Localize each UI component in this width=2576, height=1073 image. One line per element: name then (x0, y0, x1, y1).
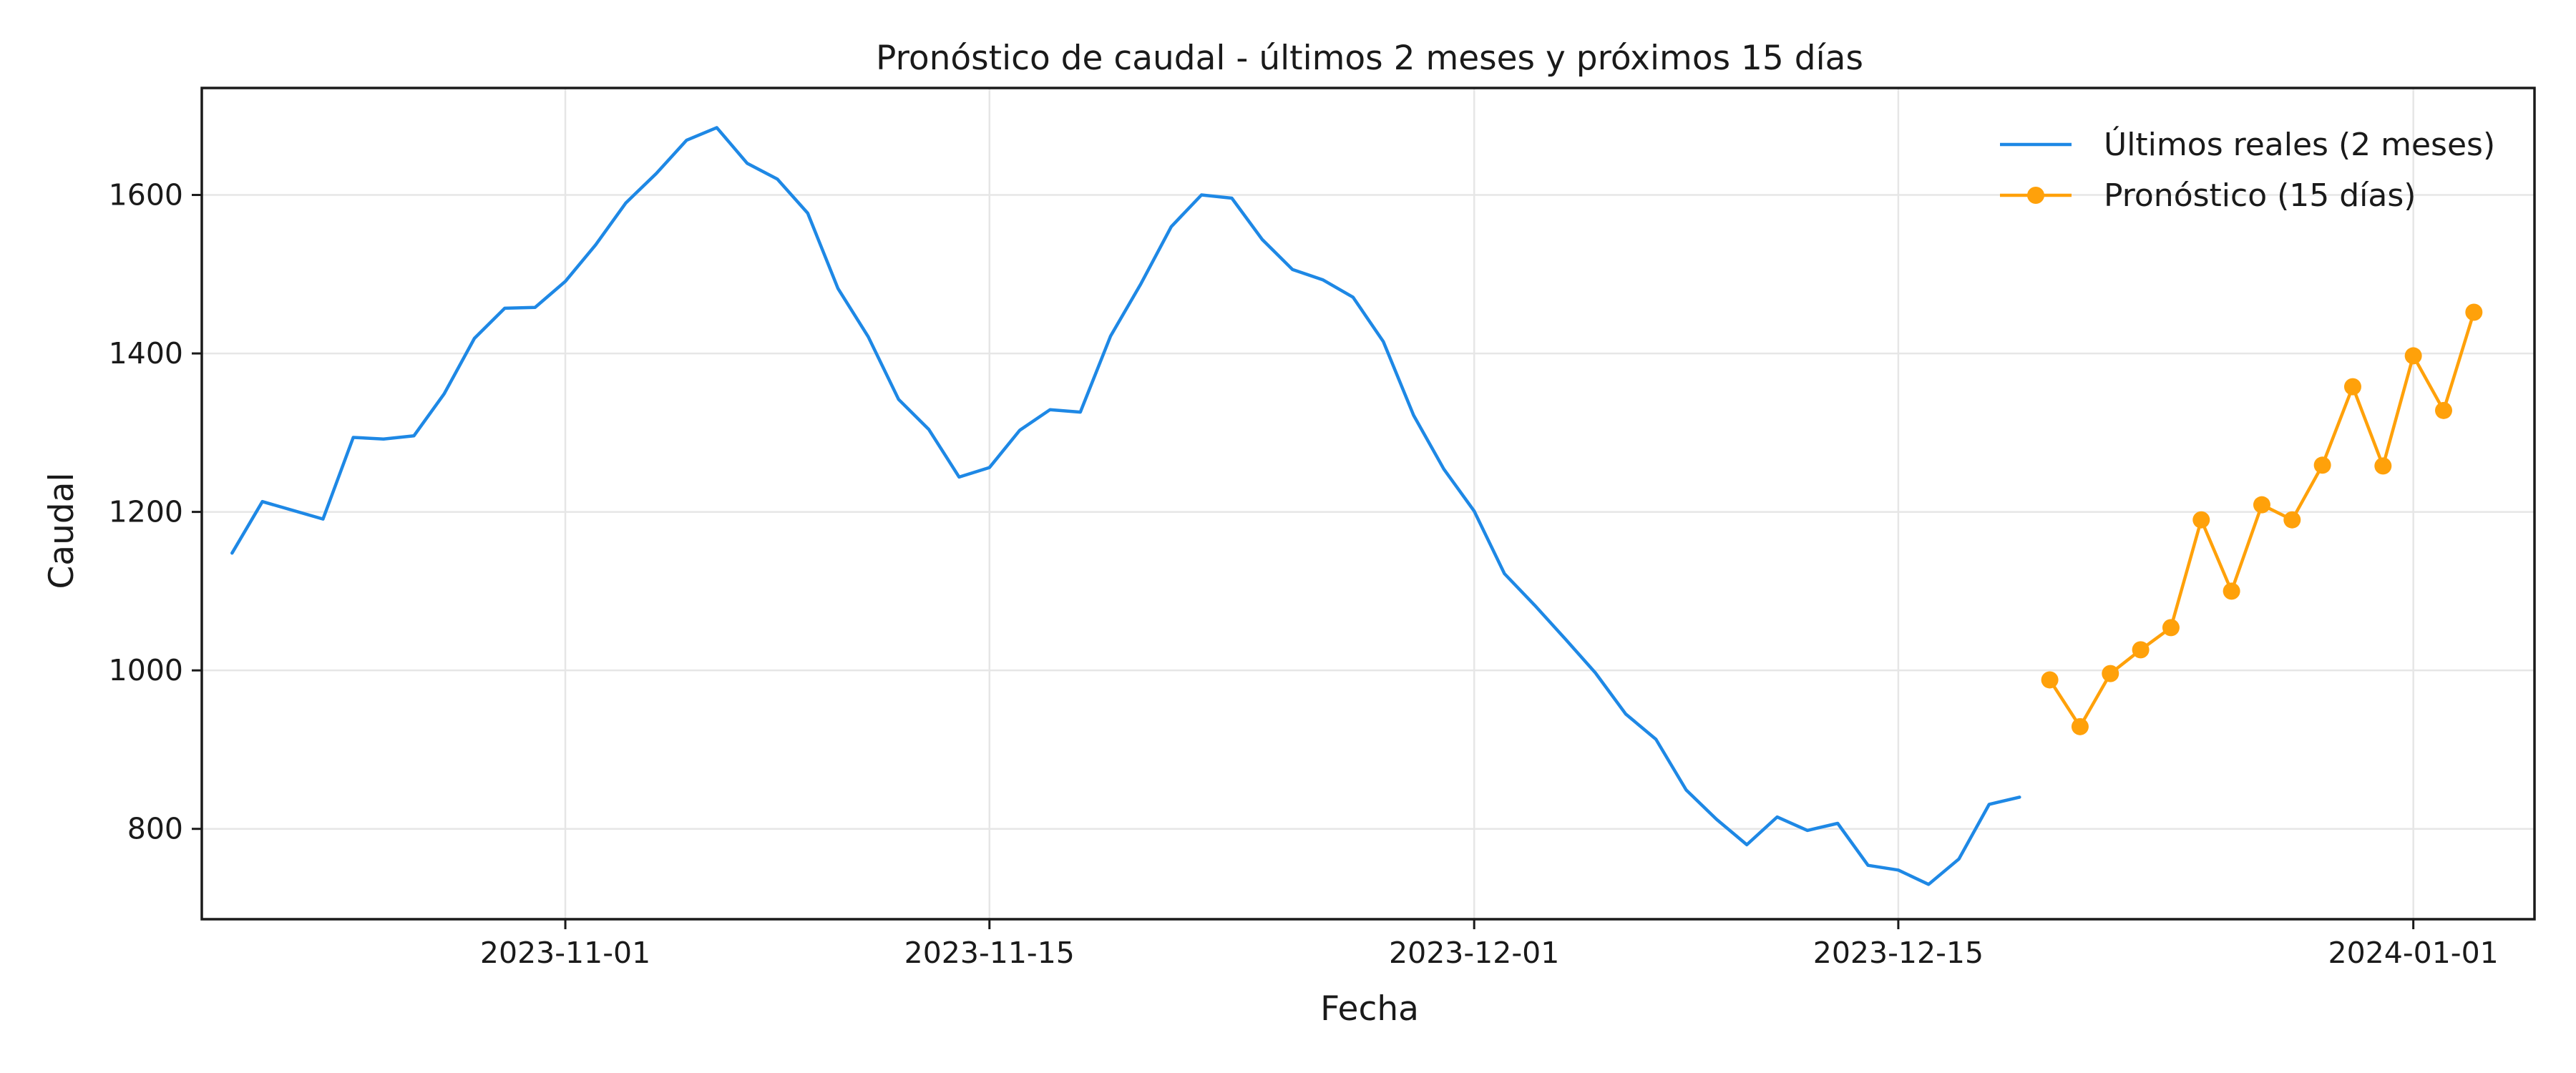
x-tick-label: 2024-01-01 (2328, 936, 2499, 970)
x-tick-label: 2023-11-15 (904, 936, 1075, 970)
forecast-point (2071, 717, 2089, 735)
series-layer (230, 126, 2483, 886)
y-tick-label: 1400 (109, 336, 183, 371)
forecast-point (2313, 456, 2331, 474)
y-axis-ticks: 800 1000 1200 1400 1600 (109, 178, 202, 846)
actual-series-line (230, 126, 2021, 886)
forecast-point (2253, 496, 2270, 514)
forecast-point (2132, 641, 2150, 659)
legend: Últimos reales (2 meses) Pronóstico (15 … (2000, 125, 2495, 214)
forecast-point (2434, 401, 2452, 419)
plot-frame (200, 87, 2536, 921)
chart-title: Pronóstico de caudal - últimos 2 meses y… (876, 39, 1863, 78)
y-tick-label: 1000 (109, 653, 183, 687)
x-tick-label: 2023-11-01 (480, 936, 650, 970)
forecast-point (2465, 303, 2483, 321)
x-axis-ticks: 2023-11-01 2023-11-15 2023-12-01 2023-12-15… (480, 919, 2499, 970)
forecast-point (2343, 378, 2361, 396)
forecast-point (2283, 511, 2301, 529)
y-tick-label: 1600 (109, 178, 183, 212)
vertical-gridlines (564, 88, 2414, 919)
forecast-point (2404, 347, 2422, 365)
forecast-point (2102, 665, 2119, 682)
legend-marker-forecast (2027, 187, 2044, 204)
x-axis-label: Fecha (1320, 989, 1419, 1029)
forecast-series-line (2048, 310, 2476, 729)
forecast-point (2223, 582, 2240, 600)
horizontal-gridlines (202, 194, 2534, 830)
x-tick-label: 2023-12-01 (1389, 936, 1559, 970)
legend-label-actual: Últimos reales (2 meses) (2104, 125, 2495, 163)
forecast-point (2162, 619, 2180, 637)
x-tick-label: 2023-12-15 (1813, 936, 1984, 970)
legend-label-forecast: Pronóstico (15 días) (2104, 177, 2416, 214)
forecast-point (2041, 671, 2059, 689)
forecast-point (2192, 511, 2210, 529)
y-tick-label: 1200 (109, 495, 183, 529)
forecast-point (2374, 457, 2392, 475)
y-axis-label: Caudal (42, 472, 82, 589)
y-tick-label: 800 (127, 812, 183, 846)
